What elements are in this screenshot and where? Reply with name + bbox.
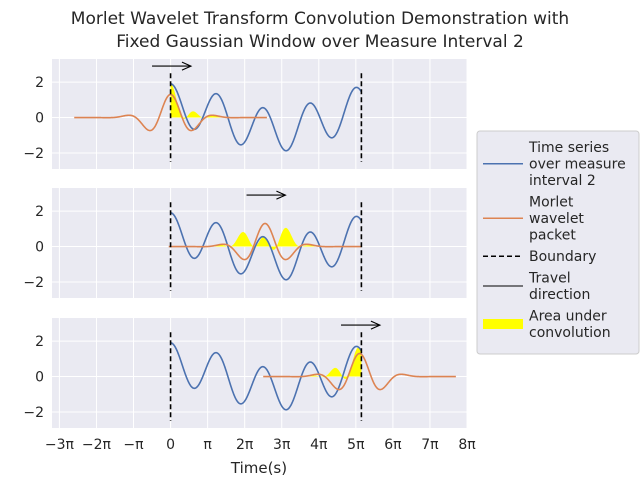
chart-title-line-2: Fixed Gaussian Window over Measure Inter… [116,32,524,52]
legend-label: Morlet [529,195,574,211]
legend-label: Travel [528,271,571,287]
panel-3: 2 0 −2−3π −2π −π 0 π 2π 3π 4π 5π 6π 7π 8π [23,318,476,453]
panels-group: 20−220−220−2−3π −2π −π 0 π 2π 3π 4π 5π 6π 7π 8π [23,59,476,453]
legend-label: wavelet [529,211,584,227]
travel-arrow-head [276,190,287,200]
panel-background [52,318,467,428]
x-axis-label: Time(s) [230,459,287,477]
chart-title-line-1: Morlet Wavelet Transform Convolution Dem… [71,9,569,29]
legend-patch [483,319,523,329]
x-tick-label: −3π [45,437,75,453]
time-series-line [170,212,363,281]
x-tick-label: 8π [458,437,476,453]
legend-label: direction [529,287,590,303]
panel-2: 2 0 −2 [23,188,468,298]
legend-box [476,130,640,355]
legend-label: Boundary [529,249,596,265]
x-tick-label: −2π [82,437,112,453]
x-tick-label: 0 [166,437,175,453]
legend-label: over measure [529,157,626,173]
legend-label: convolution [529,325,611,341]
x-tick-label: π [203,437,212,453]
wavelet-line [263,352,456,391]
x-tick-label: 7π [421,437,439,453]
legend-label: packet [529,228,576,244]
time-series-line [170,342,363,411]
travel-arrow-head [181,61,193,71]
y-tick-label: −2 [23,275,44,291]
convolution-area [263,347,362,379]
y-tick-label: −2 [23,405,44,421]
y-tick-label: 0 [35,111,44,127]
legend-entry: Boundary [483,249,596,265]
time-series-line [170,83,363,152]
y-tick-label: 2 [35,75,44,91]
x-tick-label: 6π [384,437,402,453]
wavelet-line [74,93,267,132]
legend-label: Area under [529,309,607,325]
x-tick-label: 4π [310,437,328,453]
x-tick-label: 3π [273,437,291,453]
wavelet-line [168,222,362,261]
y-tick-label: −2 [23,146,44,162]
convolution-area [170,83,267,119]
x-tick-label: −π [123,437,144,453]
y-tick-label: 0 [35,240,44,256]
legend-label: Time series [528,140,609,156]
y-tick-label: 0 [35,370,44,386]
panel-1: 2 0 −2 [23,59,468,169]
x-tick-label: 5π [347,437,365,453]
x-tick-label: 2π [236,437,254,453]
legend-label: interval 2 [529,173,596,189]
travel-arrow-head [370,320,382,330]
panel-background [52,59,467,169]
y-tick-label: 2 [35,334,44,350]
y-tick-label: 2 [35,204,44,220]
